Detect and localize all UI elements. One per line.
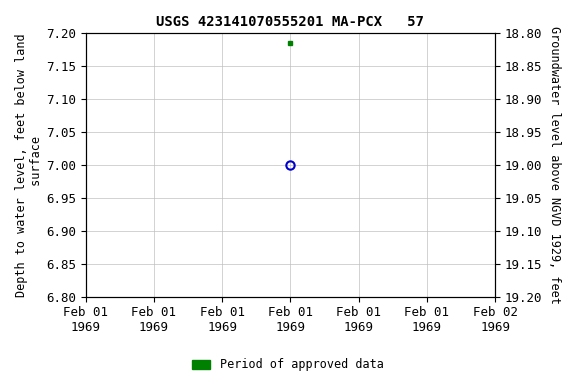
Title: USGS 423141070555201 MA-PCX   57: USGS 423141070555201 MA-PCX 57: [156, 15, 425, 29]
Y-axis label: Depth to water level, feet below land
 surface: Depth to water level, feet below land su…: [15, 33, 43, 297]
Y-axis label: Groundwater level above NGVD 1929, feet: Groundwater level above NGVD 1929, feet: [548, 26, 561, 304]
Legend: Period of approved data: Period of approved data: [188, 354, 388, 376]
